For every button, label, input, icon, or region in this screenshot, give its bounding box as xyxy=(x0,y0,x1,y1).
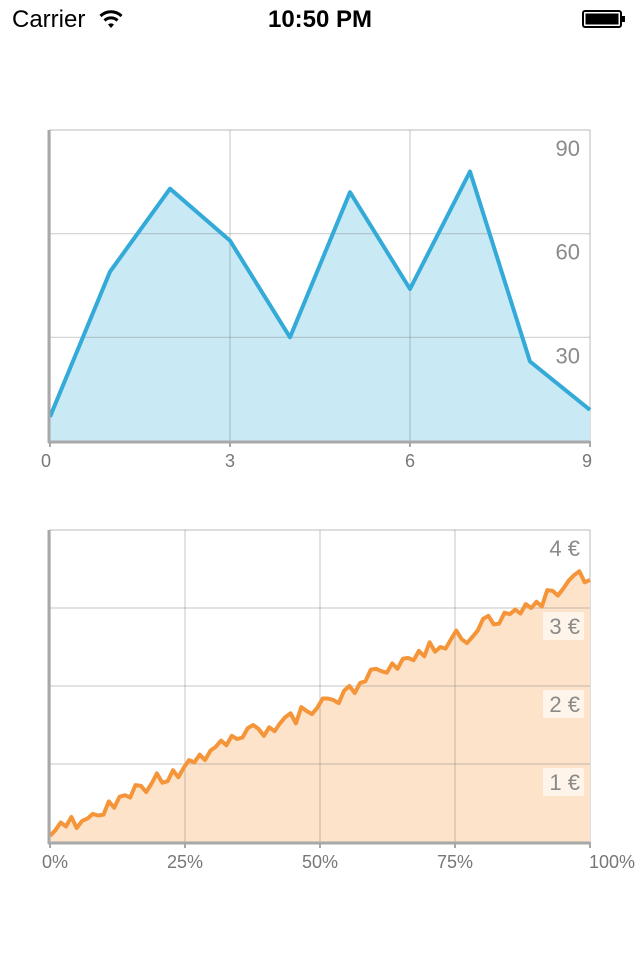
x-tick-label: 6 xyxy=(405,451,415,471)
x-tick-label: 75% xyxy=(437,852,473,872)
y-label-bg xyxy=(543,534,584,562)
x-tick-label: 100% xyxy=(589,852,635,872)
x-tick-label: 9 xyxy=(582,451,592,471)
y-label-bg xyxy=(543,690,584,718)
y-tick-label: 60 xyxy=(556,240,580,265)
y-tick-label: 90 xyxy=(556,136,580,161)
y-tick-label: 2 € xyxy=(549,692,580,717)
status-bar: Carrier 10:50 PM xyxy=(0,0,640,40)
x-tick-label: 0% xyxy=(42,852,68,872)
y-tick-label: 3 € xyxy=(549,614,580,639)
series-area xyxy=(50,171,590,441)
y-label-bg xyxy=(543,612,584,640)
y-label-bg xyxy=(543,768,584,796)
x-tick-label: 3 xyxy=(225,451,235,471)
battery-icon xyxy=(582,10,625,28)
chart-1: 0 3 6 9 30 60 90 xyxy=(41,129,592,471)
wifi-icon xyxy=(99,10,123,28)
x-tick-label: 25% xyxy=(167,852,203,872)
carrier-label: Carrier xyxy=(12,6,86,33)
y-tick-label: 30 xyxy=(556,343,580,368)
x-tick-label: 0 xyxy=(41,451,51,471)
series-line xyxy=(48,169,592,418)
y-tick-label: 4 € xyxy=(549,536,580,561)
series-line xyxy=(48,569,591,838)
chart-2: 0% 25% 50% 75% 100% 1 € 2 € 3 € 4 € xyxy=(42,529,635,872)
status-time: 10:50 PM xyxy=(267,6,373,33)
x-tick-label: 50% xyxy=(302,852,338,872)
y-tick-label: 1 € xyxy=(549,770,580,795)
